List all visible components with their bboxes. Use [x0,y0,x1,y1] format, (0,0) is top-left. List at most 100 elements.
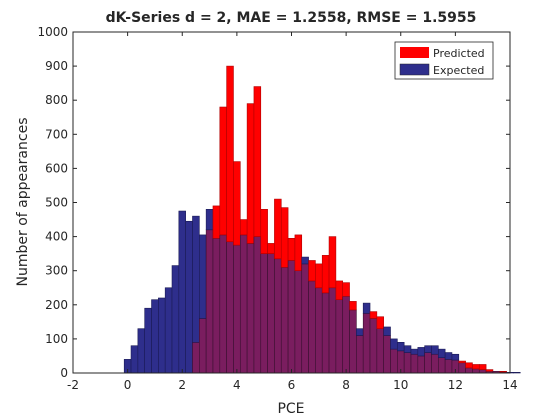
predicted-bar [253,86,262,237]
expected-bar [451,353,460,361]
overlap-bar [342,295,350,374]
predicted-bar [260,209,268,254]
expected-bar [192,215,200,343]
y-tick-label: 900 [45,59,68,73]
bars-layer [123,65,521,374]
x-tick-label: 12 [448,378,463,392]
predicted-bar [219,106,227,236]
expected-bar [444,352,453,360]
x-tick-label: -2 [67,378,79,392]
overlap-bar [226,241,234,374]
overlap-bar [308,280,316,374]
expected-bar [417,347,425,357]
legend-label-predicted: Predicted [433,47,485,60]
predicted-bar [287,238,296,261]
expected-bar [130,345,139,374]
overlap-bar [356,335,364,374]
predicted-bar [485,369,494,372]
x-tick-label: 0 [124,378,132,392]
overlap-bar [431,353,439,374]
expected-bar [397,342,405,352]
expected-bar [513,372,521,374]
predicted-bar [321,255,330,294]
overlap-bar [390,348,398,374]
overlap-bar [246,243,255,374]
ticks-layer: -2 0 2 4 6 8 10 12 14010020030040050060070080090… [37,25,517,392]
predicted-bar [239,219,248,236]
overlap-bar [287,260,296,374]
expected-bar [403,345,412,353]
overlap-bar [424,352,432,374]
expected-bar [383,326,391,336]
overlap-bar [349,309,357,374]
overlap-bar [369,318,378,374]
y-axis-label: Number of appearances [15,118,31,287]
overlap-bar [417,355,425,374]
predicted-bar [280,207,289,268]
predicted-bar [267,243,275,254]
overlap-bar [315,287,323,374]
expected-bar [199,234,207,319]
expected-bar [390,338,398,350]
legend-label-expected: Expected [433,64,484,77]
predicted-bar [478,364,487,370]
expected-bar [164,287,173,374]
y-tick-label: 600 [45,161,68,175]
expected-bar [137,328,145,374]
overlap-bar [472,368,480,374]
predicted-bar [233,161,241,246]
overlap-bar [253,236,262,374]
x-tick-label: 6 [288,378,296,392]
x-tick-label: 2 [178,378,186,392]
overlap-bar [376,328,384,374]
overlap-bar [267,253,275,374]
expected-bar [438,348,446,358]
legend-swatch-expected [399,63,430,76]
expected-bar [356,328,364,336]
predicted-bar [328,236,337,289]
predicted-bar [499,370,507,373]
predicted-bar [472,364,480,370]
expected-bar [205,209,214,231]
overlap-bar [199,318,207,374]
y-tick-label: 700 [45,127,68,141]
overlap-bar [321,292,330,374]
overlap-bar [362,313,371,374]
y-tick-label: 400 [45,230,68,244]
overlap-bar [403,352,412,374]
y-tick-label: 300 [45,264,68,278]
predicted-bar [308,260,316,282]
predicted-bar [274,198,282,260]
y-tick-label: 100 [45,332,68,346]
overlap-bar [260,253,268,374]
predicted-bar [458,360,466,364]
overlap-bar [383,335,391,374]
overlap-bar [219,234,227,374]
y-tick-label: 500 [45,196,68,210]
overlap-bar [192,342,200,374]
expected-bar [158,297,166,374]
expected-bar [362,302,371,314]
overlap-bar [205,229,214,374]
x-tick-label: 14 [502,378,517,392]
predicted-bar [335,280,344,300]
overlap-bar [465,367,473,374]
expected-bar [144,307,152,374]
predicted-bar [376,316,384,329]
x-tick-label: 4 [233,378,241,392]
overlap-bar [328,287,337,374]
overlap-bar [301,263,309,374]
overlap-bar [212,238,221,374]
expected-bar [171,265,180,374]
y-tick-label: 800 [45,93,68,107]
overlap-bar [335,299,344,374]
predicted-bar [315,263,323,289]
predicted-bar [342,282,350,297]
expected-bar [185,220,193,374]
chart-title: dK-Series d = 2, MAE = 1.2558, RMSE = 1.… [106,10,477,26]
expected-bar [424,345,432,353]
overlap-bar [274,258,282,374]
expected-bar [178,210,186,374]
predicted-bar [246,103,255,244]
